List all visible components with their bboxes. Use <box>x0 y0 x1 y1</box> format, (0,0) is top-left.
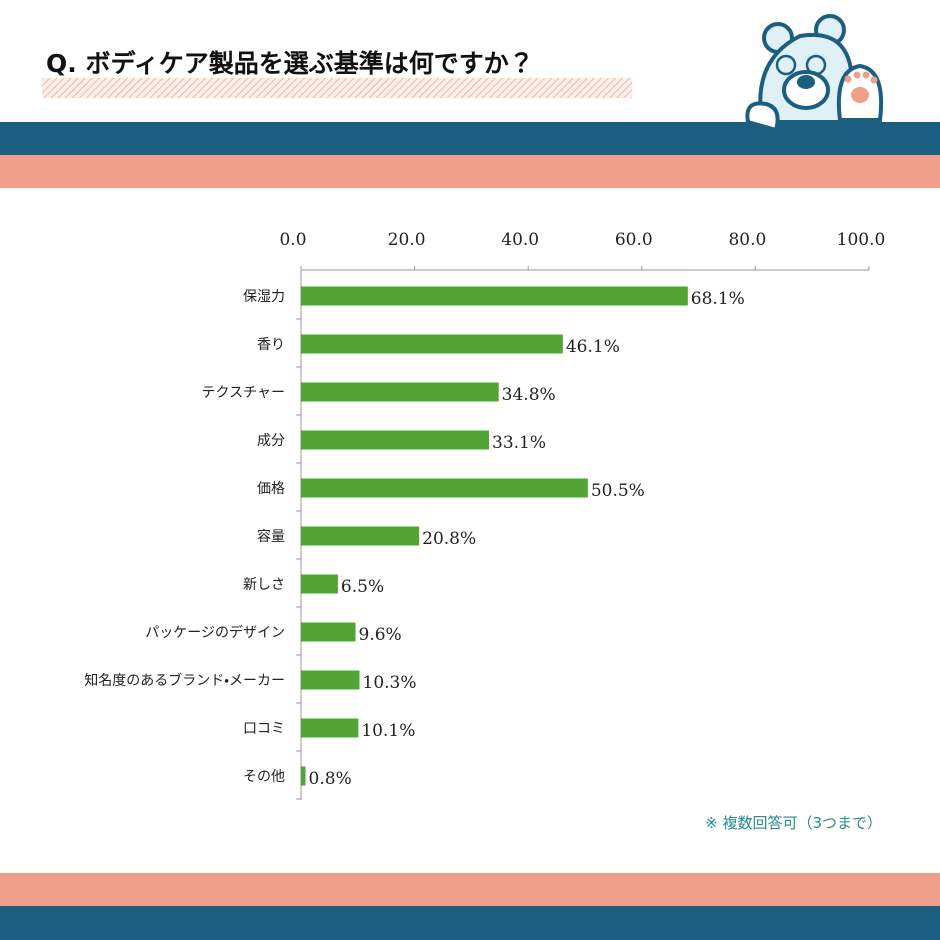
x-tick-label: 40.0 <box>501 230 539 250</box>
bar <box>301 526 420 546</box>
value-label: 46.1% <box>566 337 620 357</box>
category-label: テクスチャー <box>202 385 285 401</box>
value-label: 10.3% <box>363 673 417 693</box>
bar <box>301 574 338 594</box>
category-label: 容量 <box>257 528 285 545</box>
footer-band-salmon <box>0 873 940 906</box>
value-label: 34.8% <box>502 385 556 405</box>
bar <box>301 478 588 498</box>
x-tick-label: 80.0 <box>728 230 766 250</box>
x-tick-label: 100.0 <box>837 230 886 250</box>
x-tick-label: 20.0 <box>388 230 426 250</box>
value-label: 33.1% <box>492 433 546 453</box>
bar <box>301 334 563 354</box>
category-label: 価格 <box>257 481 285 497</box>
bar <box>301 382 499 402</box>
category-label: 成分 <box>257 433 285 449</box>
title-highlight <box>42 78 632 98</box>
category-label: 新しさ <box>243 577 285 593</box>
value-label: 50.5% <box>591 481 645 501</box>
category-label: 香り <box>257 337 285 353</box>
title: Q. ボディケア製品を選ぶ基準は何ですか？ <box>46 49 534 78</box>
bar <box>301 622 356 642</box>
value-label: 6.5% <box>341 577 384 597</box>
note: ※ 複数回答可（3つまで） <box>705 814 882 832</box>
x-tick-label: 60.0 <box>615 230 653 250</box>
bar <box>301 286 688 306</box>
value-label: 0.8% <box>309 769 352 789</box>
category-label: 保湿力 <box>243 289 285 305</box>
value-label: 10.1% <box>361 721 415 741</box>
footer-band-blue <box>0 906 940 940</box>
header-band-salmon <box>0 155 940 188</box>
bar <box>301 430 490 450</box>
header-band-blue <box>0 122 940 155</box>
category-label: 知名度のあるブランド・メーカー <box>84 672 285 689</box>
bar <box>301 718 359 738</box>
value-label: 20.8% <box>422 529 476 549</box>
x-tick-label: 0.0 <box>279 230 306 250</box>
value-label: 68.1% <box>691 289 745 309</box>
bar <box>301 766 306 786</box>
bear-mascot <box>745 14 884 133</box>
value-label: 9.6% <box>359 625 402 645</box>
category-label: 口コミ <box>243 721 285 737</box>
category-label: その他 <box>243 769 285 785</box>
category-label: パッケージのデザイン <box>145 624 285 641</box>
bar <box>301 670 360 690</box>
